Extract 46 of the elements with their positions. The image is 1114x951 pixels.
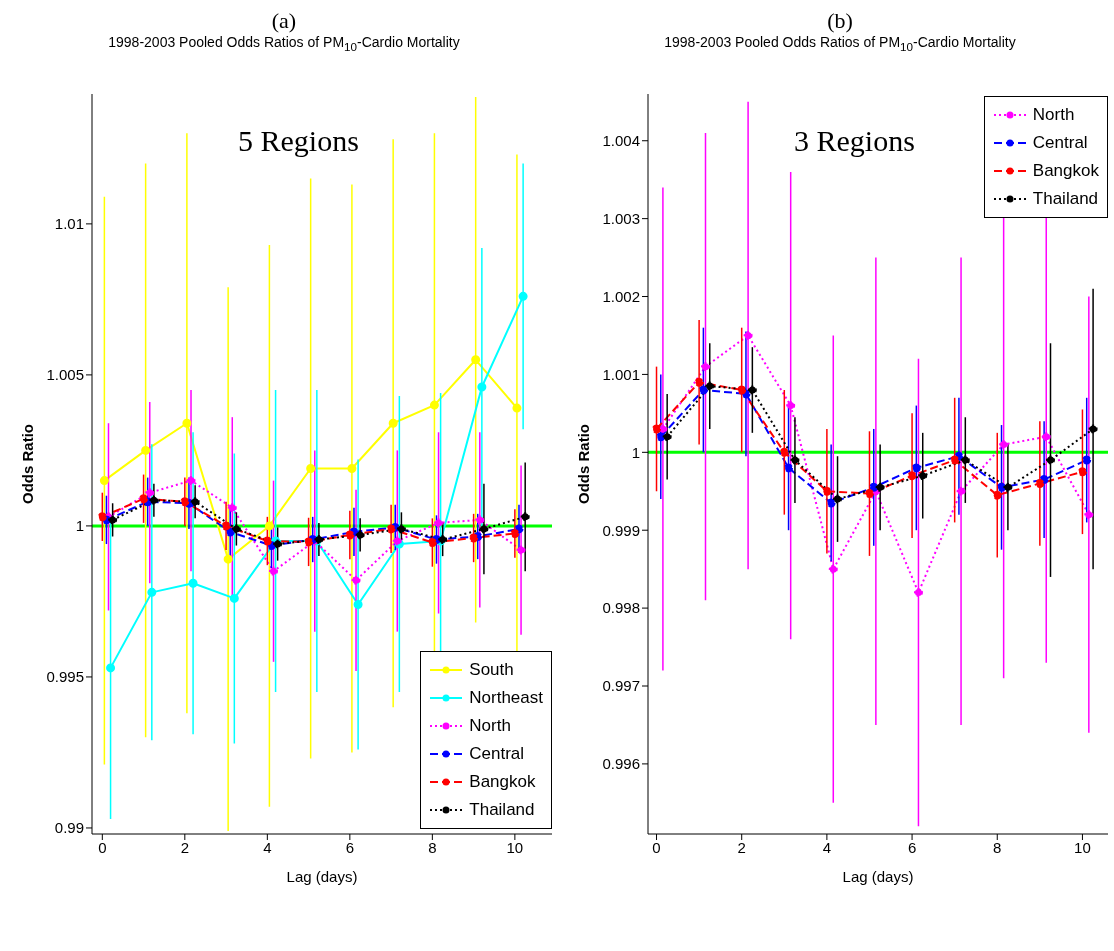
legend-label: Bangkok	[1032, 160, 1099, 182]
x-tick-label: 2	[737, 838, 746, 856]
x-tick-label: 0	[652, 838, 661, 856]
x-tick-label: 4	[822, 838, 832, 856]
x-tick-label: 2	[180, 838, 189, 856]
y-tick-label: 0.995	[46, 668, 84, 686]
y-tick-label: 0.996	[602, 755, 640, 773]
legend-label: Central	[1032, 132, 1088, 154]
legend-label: North	[1032, 104, 1075, 126]
legend-label: Bangkok	[469, 771, 536, 793]
x-tick-label: 10	[506, 838, 524, 856]
legend-label: North	[469, 715, 511, 737]
y-tick-label: 1.004	[602, 132, 640, 150]
x-tick-label: 6	[907, 838, 917, 856]
legend-label: South	[469, 659, 514, 681]
chart-title: 1998-2003 Pooled Odds Ratios of PM$_{10}$-Cardio Mortality	[107, 34, 461, 55]
x-axis-title: Lag (days)	[286, 868, 358, 885]
y-tick-label: 1.001	[602, 365, 640, 383]
x-axis-title: Lag (days)	[842, 868, 914, 885]
x-tick-label: 8	[428, 838, 437, 856]
y-tick-label: 0.999	[602, 521, 640, 539]
x-tick-label: 10	[1074, 838, 1091, 856]
legend-label: Central	[469, 743, 525, 765]
text: (b)	[826, 8, 854, 34]
y-axis-title: Odds Ratio	[19, 423, 37, 505]
x-tick-label: 4	[263, 838, 272, 856]
y-tick-label: 1	[75, 517, 84, 535]
x-tick-label: 6	[345, 838, 355, 856]
legend-label: Thailand	[1032, 188, 1099, 210]
annotation: 3 Regions	[794, 124, 915, 158]
text: (a)	[270, 8, 298, 34]
y-tick-label: 1.003	[602, 209, 640, 227]
legend-label: Thailand	[469, 799, 535, 821]
chart-title: 1998-2003 Pooled Odds Ratios of PM$_{10}$-Cardio Mortality	[663, 34, 1017, 55]
y-axis-title: Odds Ratio	[575, 423, 593, 505]
y-tick-label: 0.99	[54, 819, 84, 837]
y-tick-label: 0.997	[602, 677, 640, 695]
y-tick-label: 1	[631, 443, 640, 461]
annotation: 5 Regions	[238, 124, 359, 158]
y-tick-label: 1.01	[54, 215, 84, 233]
legend-label: Northeast	[469, 687, 543, 709]
x-tick-label: 0	[98, 838, 107, 856]
y-tick-label: 1.002	[602, 287, 640, 305]
x-tick-label: 8	[993, 838, 1002, 856]
y-tick-label: 0.998	[602, 599, 640, 617]
y-tick-label: 1.005	[46, 366, 84, 384]
